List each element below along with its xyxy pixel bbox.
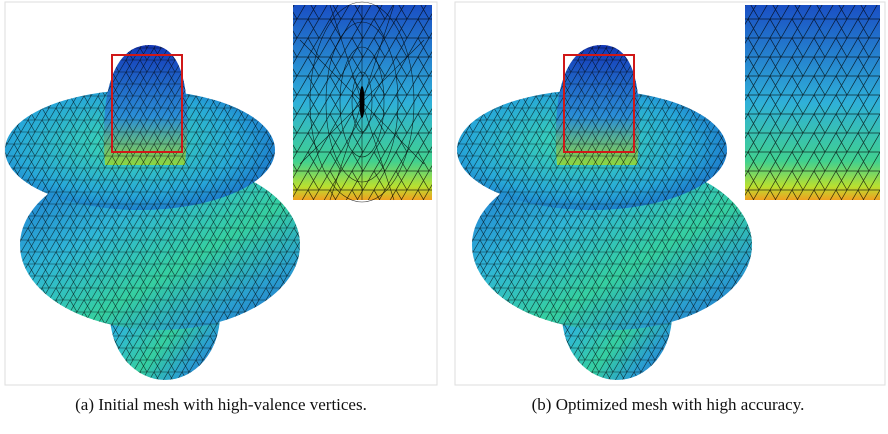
panel-b: (b) Optimized mesh with high accuracy. [455, 2, 885, 414]
zoom-inset [745, 5, 880, 200]
caption: (b) Optimized mesh with high accuracy. [532, 395, 805, 414]
caption: (a) Initial mesh with high-valence verti… [75, 395, 367, 414]
panel-a: (a) Initial mesh with high-valence verti… [5, 2, 437, 414]
page: (a) Initial mesh with high-valence verti… [0, 0, 888, 429]
zoom-inset [293, 2, 432, 202]
figure: (a) Initial mesh with high-valence verti… [0, 0, 888, 429]
